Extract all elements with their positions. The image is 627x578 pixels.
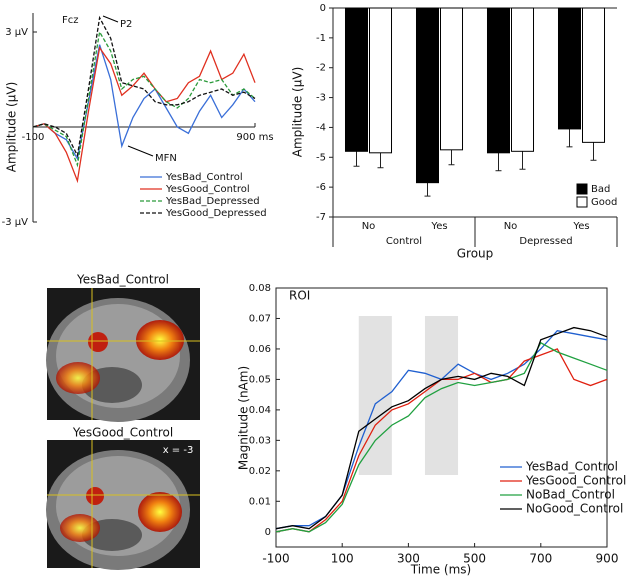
annotation: Fcz [62, 15, 79, 26]
bar [344, 7, 368, 152]
x-tick-label: 900 [596, 552, 619, 566]
y-axis-label: Amplitude (μV) [5, 82, 19, 173]
legend-label: YesGood_Control [165, 184, 250, 195]
x-tick-label: 300 [397, 552, 420, 566]
legend-label: NoBad_Control [526, 488, 615, 502]
x-axis-label: Time (ms) [410, 563, 472, 577]
brain-image [46, 288, 200, 422]
legend-label: YesBad_Control [525, 460, 618, 474]
arrow [102, 15, 119, 23]
bar [369, 7, 393, 154]
bar [415, 7, 439, 184]
y-tick-label: 0 [320, 3, 326, 14]
bar [557, 7, 581, 130]
chart-title: ROI [289, 289, 310, 303]
legend-label: Bad [591, 184, 610, 195]
x-tick-label: No [362, 221, 376, 232]
x-tick-label: 500 [463, 552, 486, 566]
plot-frame [275, 287, 608, 548]
y-tick-label: -4 [316, 122, 326, 133]
image-label: YesBad_Control [76, 273, 169, 287]
image-annotation: x = -3 [163, 445, 194, 456]
brain-image [46, 440, 200, 570]
legend-label: YesBad_Depressed [165, 196, 260, 207]
y-tick-label: 0.03 [249, 435, 271, 446]
y-tick-label: -3 μV [2, 217, 29, 228]
x-tick-label: Yes [572, 221, 589, 232]
y-tick-label: 3 μV [5, 27, 28, 38]
legend-label: YesGood_Depressed [165, 208, 267, 219]
annotation: MFN [155, 153, 177, 164]
x-tick-label: 700 [529, 552, 552, 566]
x-axis-label: Group [457, 247, 494, 261]
y-axis-label: Amplitude (μV) [291, 67, 305, 158]
bar [440, 7, 464, 151]
bar [486, 7, 510, 154]
image-label: YesGood_Control [72, 426, 173, 440]
legend-label: YesBad_Control [165, 172, 243, 183]
y-tick-label: 0.07 [249, 313, 271, 324]
y-tick-label: -2 [316, 63, 326, 74]
arrow [127, 145, 154, 157]
annotation: P2 [120, 19, 132, 30]
group-label: Control [386, 236, 422, 247]
series-line [32, 46, 256, 184]
y-tick-label: -7 [316, 212, 326, 223]
y-tick-label: 0 [265, 527, 271, 538]
series-line [275, 326, 608, 530]
legend-label: NoGood_Control [526, 502, 623, 516]
legend-label: Good [591, 197, 617, 208]
y-tick-label: 0.04 [249, 405, 271, 416]
shaded-region [424, 316, 459, 475]
series-line [32, 15, 256, 158]
legend-swatch [576, 183, 588, 195]
y-tick-label: 0.05 [249, 374, 271, 385]
x-tick-label: 900 ms [236, 132, 273, 143]
y-axis-label: Magnitude (nAm) [237, 366, 251, 470]
bar [511, 7, 535, 152]
y-tick-label: 0.01 [249, 496, 271, 507]
x-tick-label: Yes [430, 221, 447, 232]
legend-swatch [576, 196, 588, 208]
y-tick-label: 0.02 [249, 466, 271, 477]
y-tick-label: -1 [316, 33, 326, 44]
y-tick-label: 0.08 [249, 283, 271, 294]
series-line [32, 44, 256, 161]
x-tick-label: No [504, 221, 518, 232]
y-tick-label: -6 [316, 182, 326, 193]
y-tick-label: 0.06 [249, 344, 271, 355]
y-tick-label: -3 [316, 93, 326, 104]
series-line [275, 341, 608, 533]
bar [582, 7, 606, 143]
series-line [32, 30, 256, 168]
y-tick-label: -5 [316, 152, 326, 163]
x-tick-label: -100 [22, 132, 45, 143]
x-tick-label: 100 [331, 552, 354, 566]
legend-label: YesGood_Control [525, 474, 626, 488]
group-label: Depressed [519, 236, 572, 247]
x-tick-label: -100 [262, 552, 289, 566]
